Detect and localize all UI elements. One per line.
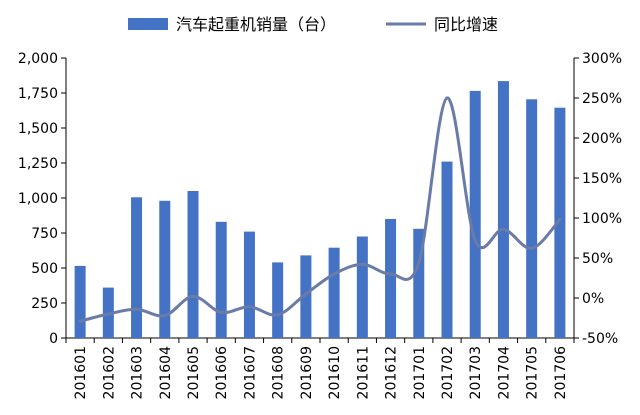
bar [272, 262, 284, 338]
growth-point [247, 305, 251, 309]
x-axis-tick-label: 201605 [186, 346, 202, 399]
growth-point [304, 292, 308, 296]
left-axis-tick-label: 1,500 [18, 121, 58, 137]
bar [74, 265, 86, 338]
right-axis-tick-label: 200% [582, 131, 622, 147]
left-axis-tick-label: 1,000 [18, 191, 58, 207]
left-axis-tick-label: 500 [31, 261, 58, 277]
x-axis-tick-label: 201609 [299, 346, 315, 399]
x-axis-tick-label: 201608 [271, 346, 287, 399]
left-axis-tick-label: 0 [49, 331, 58, 347]
growth-point [445, 96, 449, 100]
bar [215, 221, 227, 338]
growth-point [558, 218, 562, 222]
x-axis-tick-label: 201601 [73, 346, 89, 399]
right-axis-tick-label: 300% [582, 51, 622, 67]
growth-point [78, 319, 82, 323]
x-axis-tick-label: 201703 [468, 346, 484, 399]
x-axis-tick-label: 201602 [101, 346, 117, 399]
bar [187, 191, 199, 338]
growth-point [135, 307, 139, 311]
growth-point [332, 272, 336, 276]
right-axis-tick-label: 100% [582, 211, 622, 227]
bar [159, 200, 171, 338]
growth-line [78, 96, 562, 323]
legend: 汽车起重机销量（台） 同比增速 [128, 15, 498, 34]
growth-point [530, 246, 534, 250]
x-axis-tick-label: 201610 [327, 346, 343, 399]
left-axis-tick-label: 250 [31, 296, 58, 312]
bar [441, 161, 453, 338]
bar [243, 231, 255, 338]
legend-line-label: 同比增速 [434, 15, 498, 34]
bar [554, 107, 566, 338]
x-axis-tick-label: 201607 [242, 346, 258, 399]
left-axis-tick-label: 1,750 [18, 86, 58, 102]
left-axis-tick-label: 1,250 [18, 156, 58, 172]
x-axis-tick-label: 201604 [158, 346, 174, 400]
bar [497, 81, 509, 338]
bar [413, 228, 425, 338]
left-axis-tick-label: 2,000 [18, 51, 58, 67]
legend-bar-swatch [128, 18, 168, 30]
right-axis-tick-label: 150% [582, 171, 622, 187]
growth-point [163, 314, 167, 318]
growth-point [219, 310, 223, 314]
growth-point [417, 261, 421, 265]
legend-bar-label: 汽车起重机销量（台） [176, 15, 336, 34]
bar [300, 255, 312, 338]
right-axis-tick-label: 250% [582, 91, 622, 107]
right-axis-tick-label: 0% [582, 291, 604, 307]
right-axis-tick-label: 50% [582, 251, 613, 267]
growth-point [360, 262, 364, 266]
x-axis-tick-label: 201704 [496, 346, 512, 400]
x-axis-tick-label: 201701 [412, 346, 428, 399]
x-axis-tick-label: 201705 [525, 346, 541, 399]
x-axis-tick-label: 201611 [355, 346, 371, 399]
x-axis-tick-label: 201706 [553, 346, 569, 400]
bar [131, 197, 143, 338]
growth-point [191, 294, 195, 298]
x-axis-tick-label: 201603 [130, 346, 146, 399]
x-axis-tick-label: 201606 [214, 346, 230, 400]
plot-area: 0 250 500 750 1,000 1,250 1,500 1,750 2,000 -50% 0… [18, 51, 622, 399]
right-axis-tick-label: -50% [582, 331, 618, 347]
growth-point [501, 227, 505, 231]
growth-point [106, 312, 110, 316]
growth-point [389, 272, 393, 276]
growth-point [473, 238, 477, 242]
bar [356, 236, 368, 338]
bar [328, 247, 340, 338]
left-axis-tick-label: 750 [31, 226, 58, 242]
bar [469, 90, 481, 339]
x-axis-tick-label: 201702 [440, 346, 456, 399]
bar [385, 219, 397, 338]
growth-point [276, 313, 280, 317]
bar [526, 99, 538, 338]
x-axis-tick-label: 201612 [384, 346, 400, 399]
